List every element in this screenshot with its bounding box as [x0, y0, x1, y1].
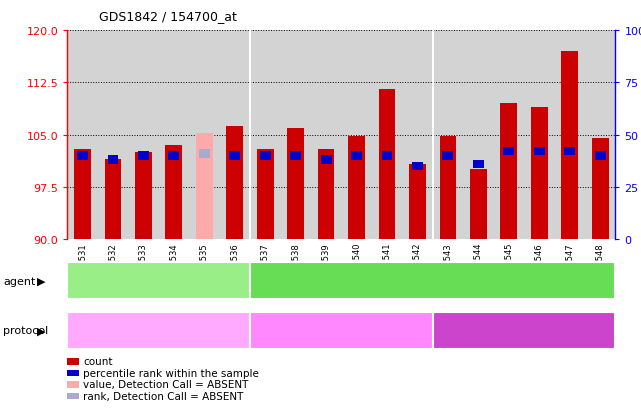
Bar: [473, 160, 484, 169]
Text: rank, Detection Call = ABSENT: rank, Detection Call = ABSENT: [83, 391, 244, 401]
Bar: [564, 148, 575, 156]
Bar: [108, 156, 119, 164]
Bar: [379, 90, 395, 240]
Text: ethanol vapor: ethanol vapor: [394, 276, 472, 286]
Bar: [196, 134, 213, 240]
Bar: [320, 156, 331, 164]
Bar: [257, 149, 274, 240]
Bar: [409, 164, 426, 240]
Bar: [351, 152, 362, 160]
Text: one treatment: one treatment: [301, 325, 381, 335]
Bar: [74, 149, 91, 240]
Bar: [381, 152, 392, 160]
Bar: [501, 104, 517, 240]
Bar: [470, 170, 487, 240]
Bar: [104, 159, 121, 240]
Bar: [290, 152, 301, 160]
Bar: [562, 52, 578, 240]
Bar: [77, 152, 88, 160]
Bar: [226, 127, 243, 240]
Bar: [412, 162, 423, 171]
Bar: [260, 152, 271, 160]
Bar: [318, 149, 335, 240]
Text: humidified air: humidified air: [120, 276, 197, 286]
Bar: [199, 150, 210, 158]
Bar: [287, 128, 304, 240]
Bar: [229, 152, 240, 160]
Text: ▶: ▶: [37, 325, 46, 335]
Text: count: count: [83, 356, 113, 366]
Text: GDS1842 / 154700_at: GDS1842 / 154700_at: [99, 10, 237, 23]
Text: agent: agent: [3, 276, 36, 286]
Bar: [595, 152, 606, 160]
Text: five treatments: five treatments: [481, 325, 567, 335]
Bar: [138, 152, 149, 160]
Bar: [531, 107, 547, 240]
Text: protocol: protocol: [3, 325, 49, 335]
Bar: [440, 137, 456, 240]
Bar: [165, 146, 182, 240]
Bar: [169, 152, 179, 160]
Bar: [503, 148, 514, 156]
Bar: [348, 137, 365, 240]
Text: control: control: [139, 325, 178, 335]
Text: value, Detection Call = ABSENT: value, Detection Call = ABSENT: [83, 380, 249, 389]
Text: ▶: ▶: [37, 276, 46, 286]
Text: percentile rank within the sample: percentile rank within the sample: [83, 368, 259, 378]
Bar: [442, 152, 453, 160]
Bar: [534, 148, 545, 156]
Bar: [592, 139, 608, 240]
Bar: [135, 153, 152, 240]
